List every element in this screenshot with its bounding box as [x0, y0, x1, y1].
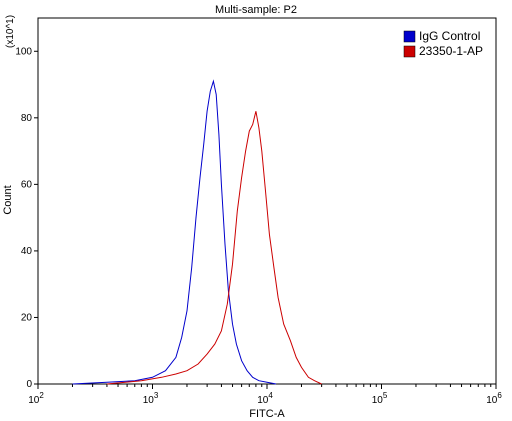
plot-frame	[37, 17, 497, 385]
x-axis-label: FITC-A	[249, 408, 285, 420]
legend-label: 23350-1-AP	[419, 44, 483, 58]
y-tick-label: 0	[26, 379, 32, 390]
y-tick-label: 40	[21, 246, 33, 257]
series-line-2	[106, 111, 322, 385]
y-axis: 0 20 40 60 80 100	[15, 46, 38, 390]
legend-label: IgG Control	[419, 29, 480, 43]
y-tick-label: 100	[15, 46, 32, 57]
legend-swatch	[403, 45, 416, 58]
y-tick-label: 80	[21, 113, 33, 124]
x-axis: 102 103 104 105 106	[28, 384, 502, 406]
plot-area	[37, 17, 497, 385]
x-tick-label: 105	[372, 391, 388, 406]
y-scale-note: (x10^1)	[5, 15, 16, 48]
x-tick-label: 104	[257, 391, 273, 406]
x-tick-label: 102	[28, 391, 44, 406]
y-axis-label: Count	[2, 185, 14, 214]
x-tick-label: 106	[486, 391, 502, 406]
series-line-1	[72, 79, 277, 385]
y-tick-label: 20	[21, 312, 33, 323]
y-tick-label: 60	[21, 179, 33, 190]
legend-swatch	[403, 30, 416, 43]
chart-title: Multi-sample: P2	[215, 4, 297, 16]
series-layer	[72, 79, 322, 385]
x-tick-label: 103	[143, 391, 159, 406]
